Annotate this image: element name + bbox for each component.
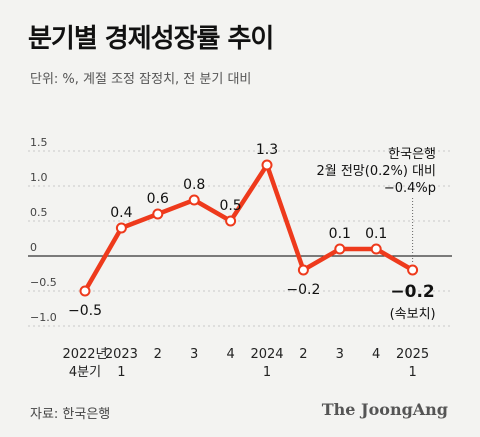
- x-tick-label: 2: [154, 347, 162, 362]
- x-tick-label: 1: [263, 365, 271, 380]
- x-tick-label: 3: [336, 347, 344, 362]
- data-point: [297, 264, 309, 276]
- x-tick-label: 2025: [396, 347, 429, 362]
- data-label: 0.8: [183, 177, 205, 193]
- x-tick-label: 4분기: [69, 365, 101, 380]
- data-label: −0.2: [286, 282, 320, 298]
- data-label: 0.6: [147, 191, 169, 207]
- series-line: [82, 159, 415, 294]
- y-tick-label: 0.5: [30, 206, 48, 219]
- data-label: 1.3: [256, 142, 278, 158]
- data-label: −0.2: [390, 282, 434, 302]
- x-tick-label: 2023: [105, 347, 138, 362]
- forecast-annotation: 2월 전망(0.2%) 대비: [316, 164, 436, 179]
- preliminary-note: (속보치): [390, 307, 436, 322]
- data-point: [188, 194, 200, 206]
- x-tick-label: 3: [190, 347, 198, 362]
- data-point: [79, 285, 91, 297]
- x-tick-label: 4: [372, 347, 380, 362]
- data-label: 0.5: [219, 198, 241, 214]
- data-point: [334, 243, 346, 255]
- data-point: [261, 159, 273, 171]
- data-point: [370, 243, 382, 255]
- data-label: 0.1: [329, 226, 351, 242]
- data-point: [225, 215, 237, 227]
- data-label: 0.1: [365, 226, 387, 242]
- x-tick-label: 2: [299, 347, 307, 362]
- y-tick-label: −0.5: [30, 276, 57, 289]
- data-point: [407, 264, 419, 276]
- forecast-annotation: −0.4%p: [384, 181, 436, 196]
- data-label: 0.4: [110, 205, 132, 221]
- brand-logo: The JoongAng: [321, 400, 448, 419]
- x-tick-label: 1: [117, 365, 125, 380]
- y-tick-label: 1.5: [30, 136, 48, 149]
- chart-subtitle: 단위: %, 계절 조정 잠정치, 전 분기 대비: [30, 72, 252, 87]
- y-tick-label: 0: [30, 241, 37, 254]
- chart-title: 분기별 경제성장률 추이: [28, 24, 274, 54]
- x-tick-label: 2022년: [62, 347, 107, 362]
- x-tick-label: 4: [226, 347, 234, 362]
- y-tick-label: 1.0: [30, 171, 48, 184]
- x-tick-label: 2024: [250, 347, 283, 362]
- data-label: −0.5: [68, 303, 102, 319]
- source-note: 자료: 한국은행: [30, 407, 111, 422]
- x-tick-label: 1: [408, 365, 416, 380]
- y-tick-label: −1.0: [30, 311, 57, 324]
- data-point: [152, 208, 164, 220]
- data-point: [115, 222, 127, 234]
- forecast-annotation: 한국은행: [388, 146, 436, 162]
